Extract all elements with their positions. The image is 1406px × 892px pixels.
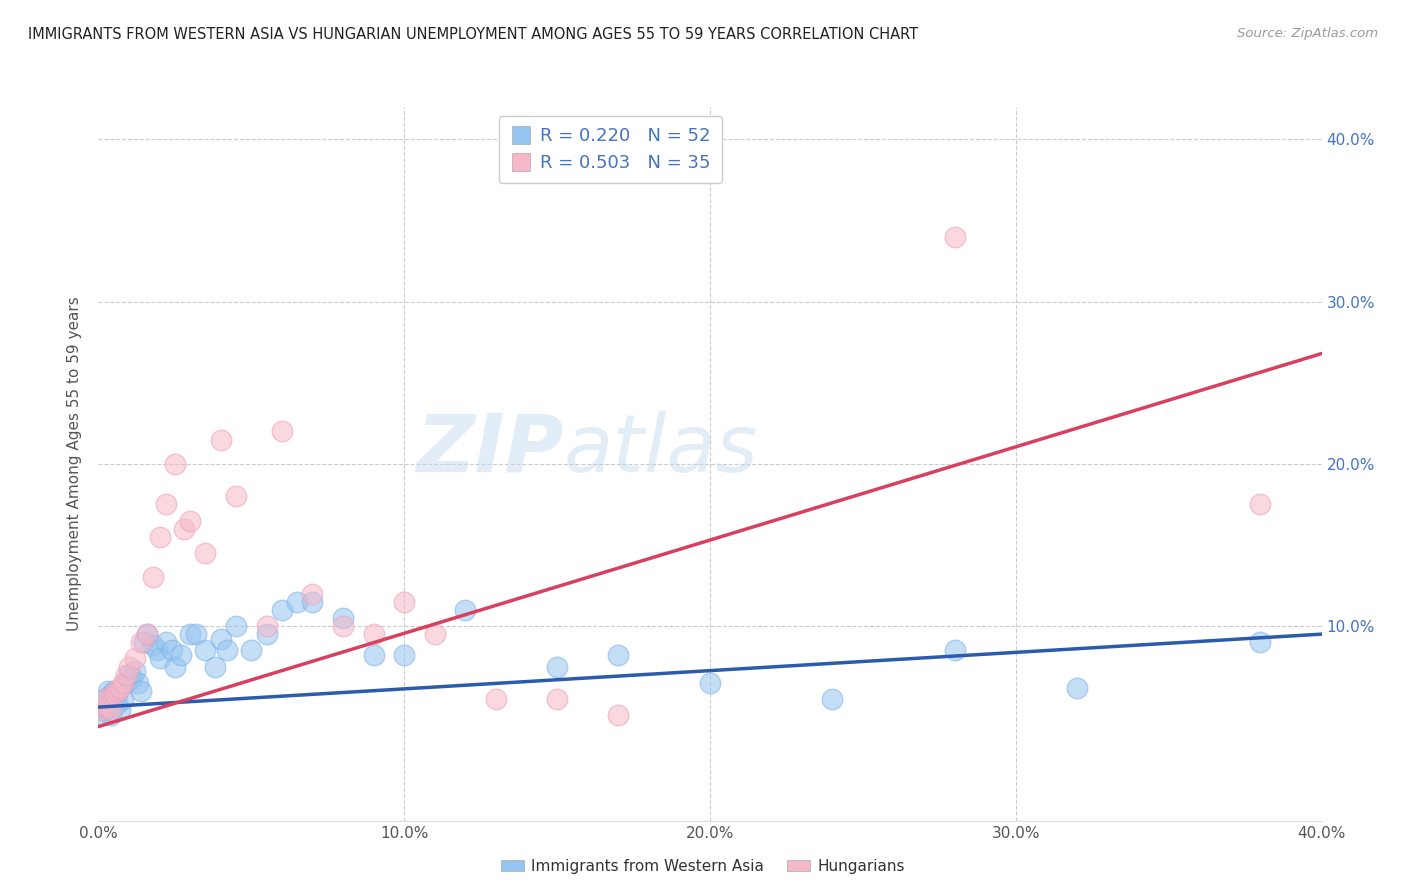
- Point: [97, 697, 120, 711]
- Point: [93, 692, 115, 706]
- Point: [155, 635, 177, 649]
- Point: [100, 703, 122, 717]
- Point: [97, 700, 120, 714]
- Point: [115, 675, 138, 690]
- Point: [363, 627, 385, 641]
- Legend: R = 0.220   N = 52, R = 0.503   N = 35: R = 0.220 N = 52, R = 0.503 N = 35: [499, 116, 721, 183]
- Point: [105, 687, 128, 701]
- Point: [454, 603, 477, 617]
- Point: [100, 687, 122, 701]
- Point: [149, 530, 172, 544]
- Point: [423, 627, 446, 641]
- Point: [124, 665, 146, 679]
- Point: [127, 675, 149, 690]
- Point: [392, 648, 416, 663]
- Text: atlas: atlas: [564, 410, 758, 489]
- Point: [240, 643, 263, 657]
- Y-axis label: Unemployment Among Ages 55 to 59 years: Unemployment Among Ages 55 to 59 years: [67, 296, 83, 632]
- Point: [115, 667, 138, 681]
- Point: [149, 651, 172, 665]
- Point: [179, 627, 201, 641]
- Point: [134, 635, 156, 649]
- Point: [163, 457, 186, 471]
- Point: [1249, 635, 1271, 649]
- Point: [1066, 681, 1088, 695]
- Point: [129, 684, 152, 698]
- Text: ZIP: ZIP: [416, 410, 564, 489]
- Point: [124, 651, 146, 665]
- Point: [103, 687, 125, 701]
- Point: [186, 627, 208, 641]
- Point: [285, 595, 308, 609]
- Point: [108, 681, 131, 695]
- Point: [546, 692, 568, 706]
- Point: [136, 627, 159, 641]
- Point: [270, 603, 292, 617]
- Point: [256, 627, 278, 641]
- Point: [301, 586, 323, 600]
- Point: [108, 703, 131, 717]
- Point: [215, 643, 238, 657]
- Point: [145, 643, 167, 657]
- Point: [194, 643, 217, 657]
- Point: [142, 570, 165, 584]
- Point: [90, 703, 112, 717]
- Point: [90, 700, 112, 714]
- Point: [943, 643, 966, 657]
- Point: [136, 627, 159, 641]
- Point: [163, 659, 186, 673]
- Legend: Immigrants from Western Asia, Hungarians: Immigrants from Western Asia, Hungarians: [495, 853, 911, 880]
- Point: [332, 619, 354, 633]
- Point: [160, 643, 183, 657]
- Point: [155, 497, 177, 511]
- Point: [142, 639, 165, 653]
- Point: [93, 692, 115, 706]
- Point: [332, 611, 354, 625]
- Point: [194, 546, 217, 560]
- Point: [129, 635, 152, 649]
- Point: [103, 684, 125, 698]
- Point: [256, 619, 278, 633]
- Point: [301, 595, 323, 609]
- Point: [392, 595, 416, 609]
- Point: [105, 697, 128, 711]
- Point: [105, 684, 128, 698]
- Point: [90, 697, 112, 711]
- Point: [607, 648, 630, 663]
- Point: [209, 433, 232, 447]
- Point: [225, 619, 247, 633]
- Point: [1249, 497, 1271, 511]
- Point: [93, 703, 115, 717]
- Point: [943, 229, 966, 244]
- Point: [111, 675, 134, 690]
- Point: [90, 708, 112, 723]
- Text: Source: ZipAtlas.com: Source: ZipAtlas.com: [1237, 27, 1378, 40]
- Point: [363, 648, 385, 663]
- Point: [173, 522, 195, 536]
- Point: [821, 692, 844, 706]
- Text: IMMIGRANTS FROM WESTERN ASIA VS HUNGARIAN UNEMPLOYMENT AMONG AGES 55 TO 59 YEARS: IMMIGRANTS FROM WESTERN ASIA VS HUNGARIA…: [28, 27, 918, 42]
- Point: [97, 684, 120, 698]
- Point: [118, 667, 141, 681]
- Point: [118, 659, 141, 673]
- Point: [111, 692, 134, 706]
- Point: [485, 692, 508, 706]
- Point: [121, 671, 143, 685]
- Point: [607, 708, 630, 723]
- Point: [179, 514, 201, 528]
- Point: [204, 659, 226, 673]
- Point: [209, 632, 232, 646]
- Point: [270, 425, 292, 439]
- Point: [699, 675, 721, 690]
- Point: [103, 692, 125, 706]
- Point: [170, 648, 193, 663]
- Point: [225, 489, 247, 503]
- Point: [546, 659, 568, 673]
- Point: [100, 708, 122, 723]
